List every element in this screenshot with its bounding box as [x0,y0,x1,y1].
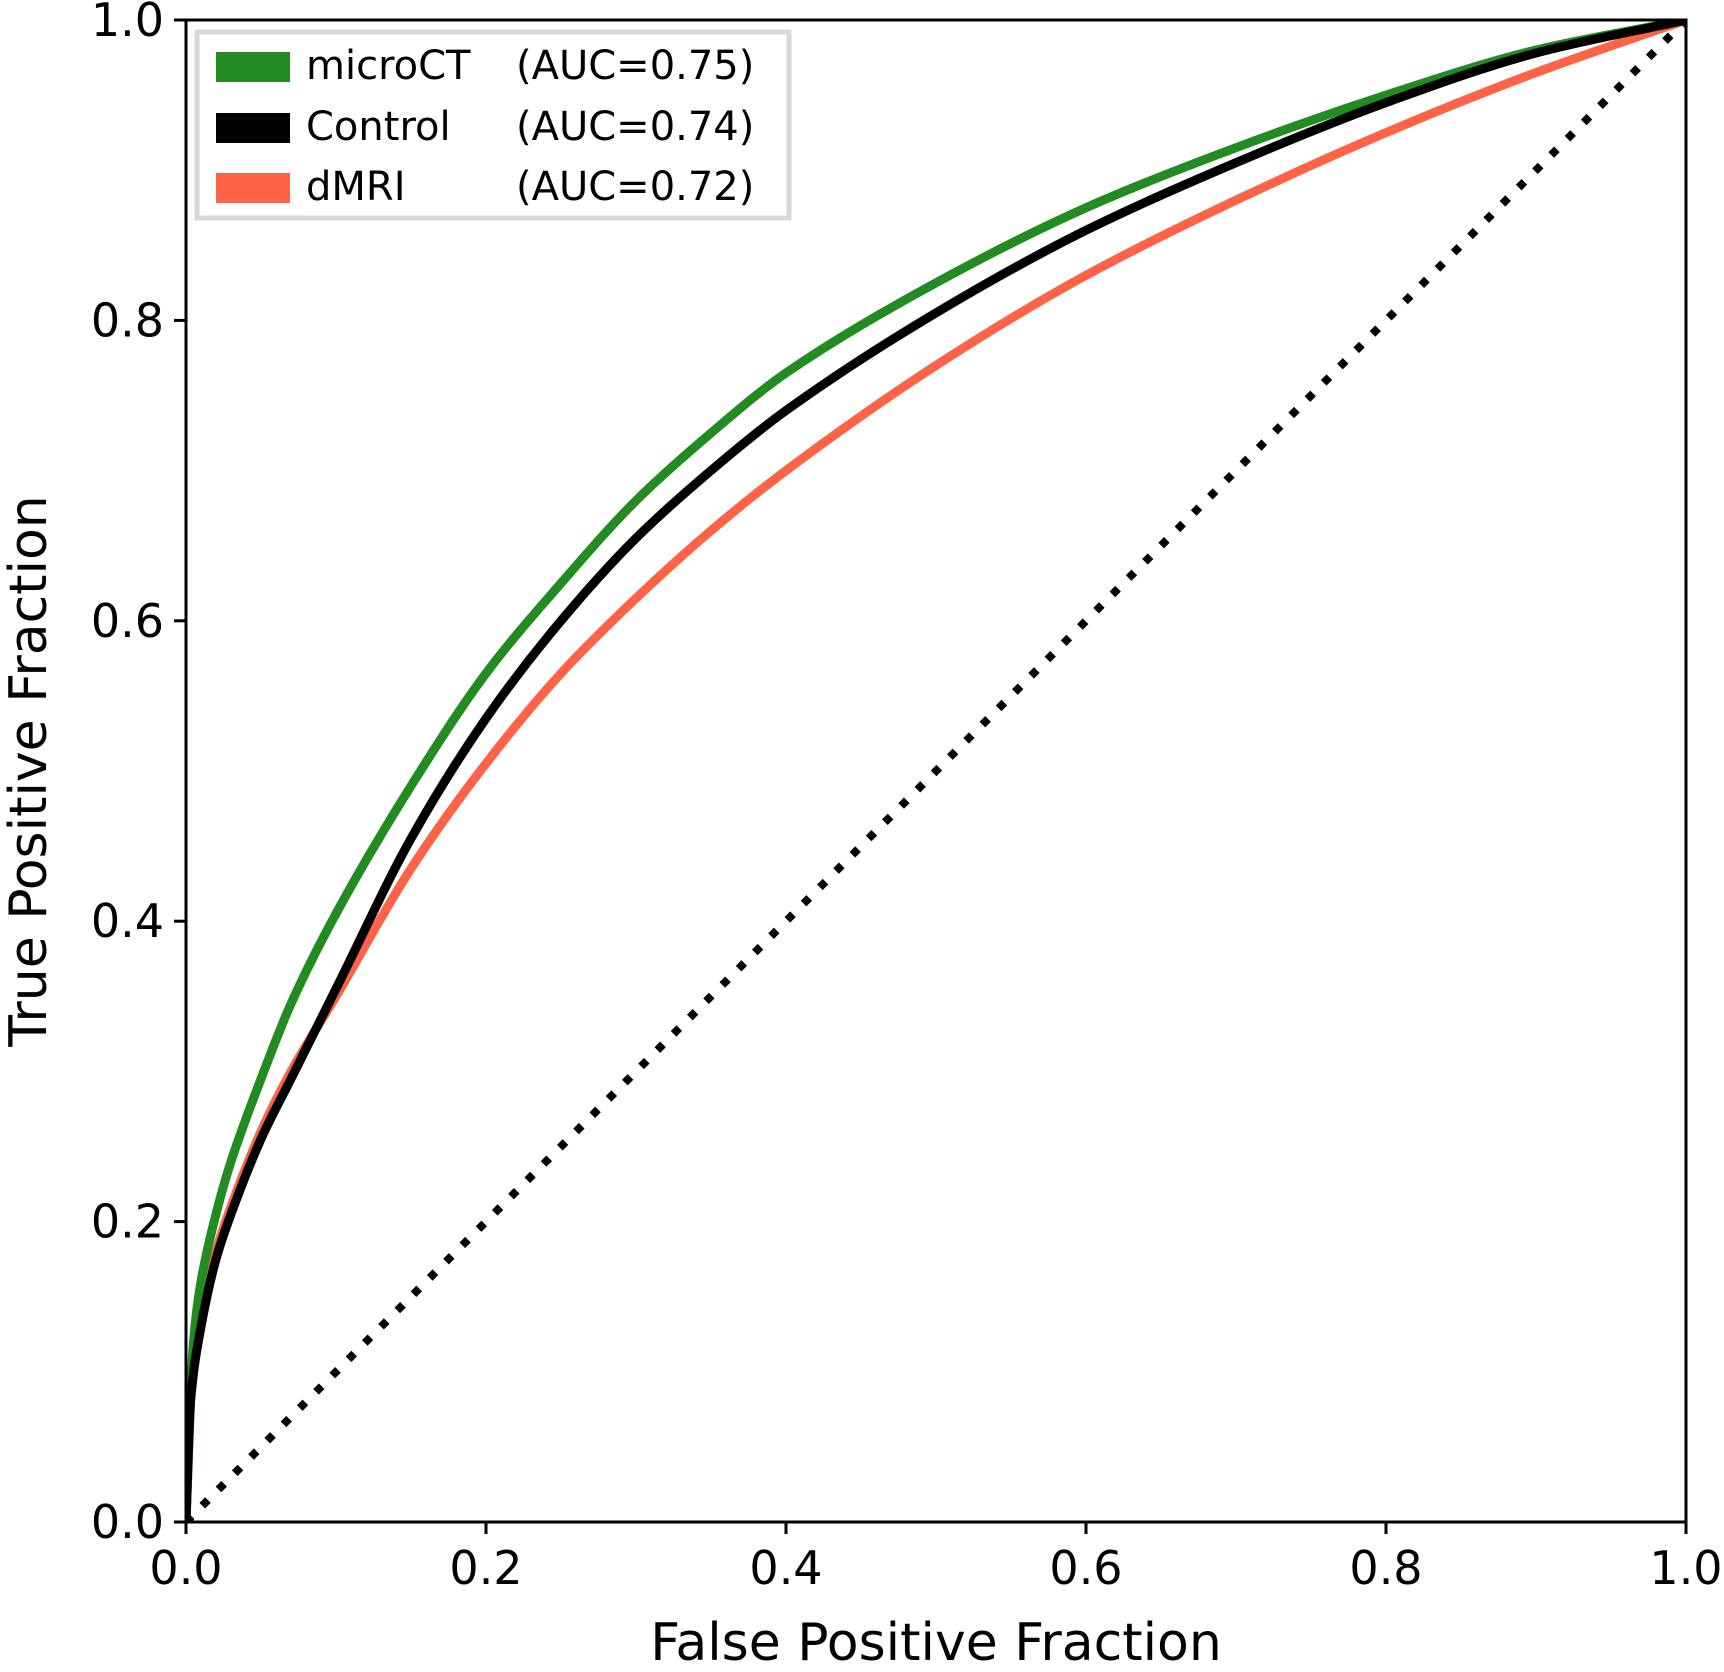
x-axis-title: False Positive Fraction [650,1613,1222,1672]
legend-auc-dmri: (AUC=0.72) [516,164,754,210]
legend-label-microct: microCT [306,43,471,89]
x-tick-label: 0.8 [1349,1541,1422,1595]
x-tick-label: 0.0 [149,1541,222,1595]
legend-label-dmri: dMRI [306,164,406,210]
y-tick-label: 0.0 [91,1495,164,1549]
legend-swatch-microct [216,52,290,82]
plot-frame [184,18,1688,1524]
y-tick-label: 0.6 [91,594,164,648]
legend-label-control: Control [306,104,451,150]
x-tick-label: 0.6 [1049,1541,1122,1595]
y-tick-label: 0.8 [91,293,164,347]
x-tick-label: 0.2 [449,1541,522,1595]
series-line-control [186,20,1686,1522]
y-tick-label: 0.2 [91,1195,164,1249]
legend-box [194,29,792,221]
legend-auc-control: (AUC=0.74) [516,104,754,150]
y-tick-label: 0.4 [91,894,164,948]
curves-layer [186,20,1686,1522]
legend-swatch-dmri [216,173,290,203]
y-axis-title: True Positive Fraction [0,495,59,1048]
chance-reference-line [186,20,1686,1522]
legend: microCT (AUC=0.75) Control (AUC=0.74) dM… [194,29,792,221]
x-tick-label: 0.4 [749,1541,822,1595]
ticks-layer: 0.0 0.2 0.4 0.6 0.8 1.0 0.0 0.2 0.4 0.6 0.8 1.0 [91,0,1723,1595]
x-tick-label: 1.0 [1649,1541,1722,1595]
y-tick-label: 1.0 [91,0,164,47]
legend-swatch-control [216,113,290,143]
series-line-microct [186,20,1686,1522]
legend-auc-microct: (AUC=0.75) [516,43,754,89]
